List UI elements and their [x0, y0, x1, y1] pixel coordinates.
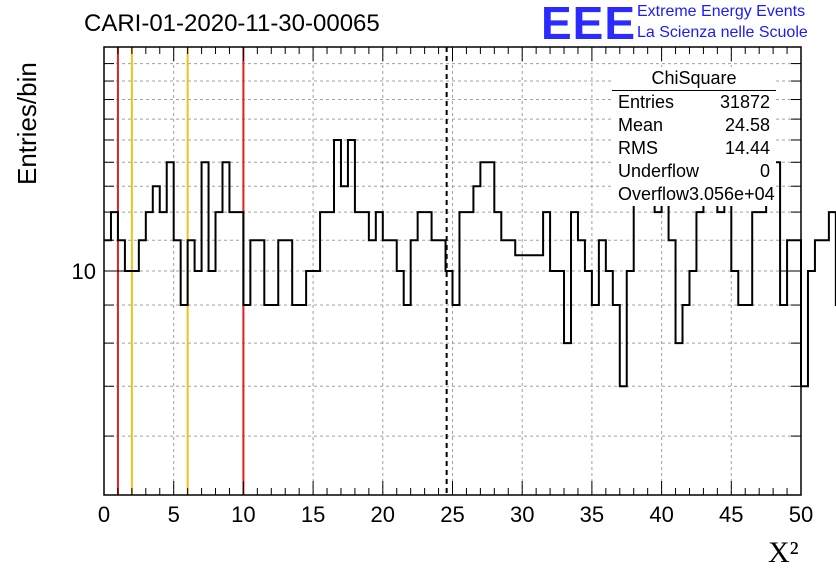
stats-label: RMS	[618, 138, 658, 158]
y-tick-label: 10	[72, 259, 96, 284]
x-axis-label: X²	[768, 536, 799, 569]
axis-ticks	[103, 46, 802, 496]
eee-logo: EEE	[541, 0, 637, 49]
x-tick-label: 50	[789, 502, 813, 527]
x-tick-label: 0	[98, 502, 110, 527]
chart-title: CARI-01-2020-11-30-00065	[84, 10, 380, 37]
x-tick-label: 45	[719, 502, 743, 527]
x-tick-label: 10	[231, 502, 255, 527]
histogram-line	[104, 118, 836, 388]
stats-title: ChiSquare	[612, 67, 776, 91]
tick-labels: 0 5 10 15 20 25 30 35 40 45 50 10	[72, 259, 814, 527]
x-tick-label: 35	[580, 502, 604, 527]
stats-row: Overflow 3.056e+04	[612, 183, 776, 206]
x-tick-label: 40	[649, 502, 673, 527]
stats-value: 31872	[719, 92, 770, 112]
x-tick-label: 20	[371, 502, 395, 527]
logo-line-2: La Scienza nelle Scuole	[637, 24, 808, 41]
stats-label: Mean	[618, 115, 664, 135]
logo-line-1: Extreme Energy Events	[637, 3, 806, 20]
x-tick-label: 25	[440, 502, 464, 527]
stats-label: Entries	[618, 92, 675, 112]
stats-value: 3.056e+04	[689, 184, 775, 204]
stats-row: Entries 31872	[612, 91, 776, 114]
x-tick-label: 15	[301, 502, 325, 527]
stats-value: 14.44	[724, 138, 770, 158]
stats-box: ChiSquare Entries 31872 Mean 24.58 RMS 1…	[612, 67, 776, 206]
histogram-series	[104, 118, 836, 388]
grid-lines	[104, 47, 801, 495]
y-axis-label: Entries/bin	[12, 62, 42, 185]
stats-label: Overflow	[618, 184, 690, 204]
stats-row: Mean 24.58	[612, 114, 776, 137]
stats-row: RMS 14.44	[612, 137, 776, 160]
x-tick-label: 5	[168, 502, 180, 527]
x-tick-label: 30	[510, 502, 534, 527]
stats-label: Underflow	[618, 161, 700, 181]
stats-row: Underflow 0	[612, 160, 776, 183]
stats-value: 0	[759, 161, 770, 181]
stats-value: 24.58	[724, 115, 770, 135]
